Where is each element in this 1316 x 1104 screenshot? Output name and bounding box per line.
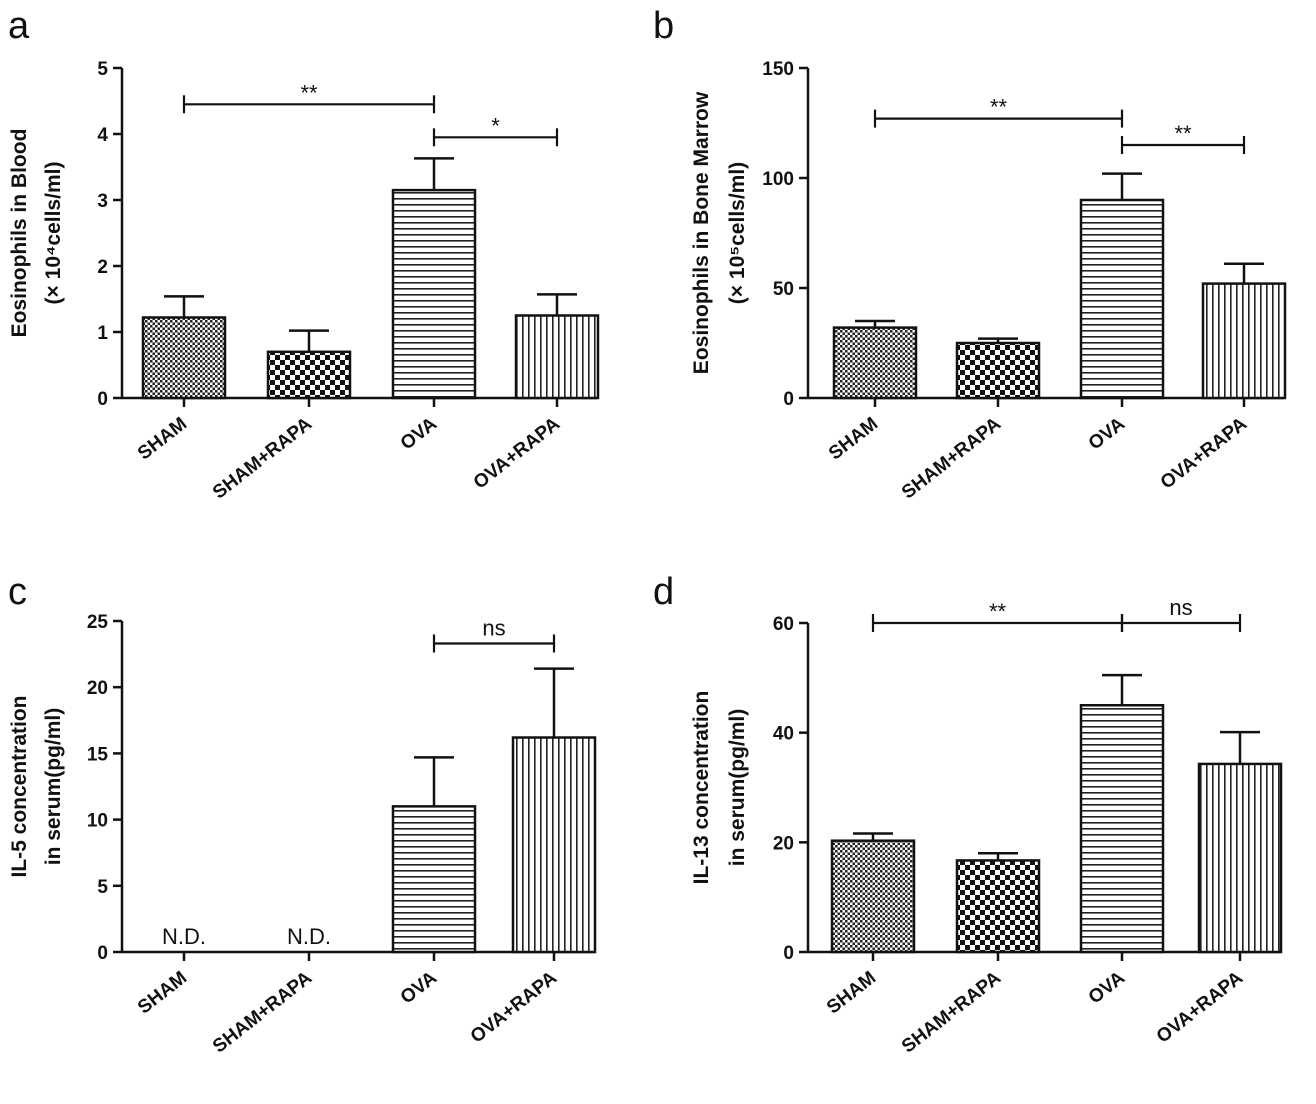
y-axis-label: (× 10⁵cells/ml) <box>726 162 749 304</box>
panel-d: d 0 20 40 60 IL-13 concentration in serum(pg/m… <box>653 571 1283 1057</box>
significance-label: ** <box>300 80 318 105</box>
y-tick-label: 4 <box>97 125 108 146</box>
bar <box>141 316 227 400</box>
y-tick-label: 40 <box>773 724 794 745</box>
bar <box>1197 762 1283 954</box>
y-tick-label: 5 <box>97 877 108 898</box>
x-tick-label: OVA+RAPA <box>1157 413 1252 493</box>
nd-label: N.D. <box>162 924 206 949</box>
y-axis-label: IL-5 concentration <box>8 695 31 877</box>
y-tick-label: 25 <box>87 612 109 633</box>
significance-label: ** <box>989 599 1007 624</box>
significance-label: ns <box>482 616 505 641</box>
bar <box>266 350 352 400</box>
bar <box>830 839 916 954</box>
x-tick-label: SHAM+RAPA <box>898 967 1005 1057</box>
x-tick-label: OVA <box>1085 967 1129 1008</box>
panel-letter: c <box>8 571 27 613</box>
y-tick-label: 20 <box>87 678 108 699</box>
panel-a: a 0 1 2 3 4 5 Eosinophils in Blood (× 10⁴cells/m… <box>8 5 600 503</box>
x-tick-label: OVA <box>397 413 441 454</box>
y-axis-label: (× 10⁴cells/ml) <box>42 162 65 305</box>
x-tick-label: SHAM <box>134 413 191 464</box>
y-tick-label: 20 <box>773 833 794 854</box>
y-tick-label: 1 <box>97 323 108 344</box>
panel-letter: d <box>653 571 674 613</box>
y-tick-label: 0 <box>97 389 108 410</box>
y-tick-label: 60 <box>773 614 794 635</box>
panel-letter: b <box>653 5 674 47</box>
bar <box>1201 282 1287 400</box>
y-tick-label: 100 <box>762 169 794 190</box>
y-tick-label: 10 <box>87 811 108 832</box>
bar <box>1079 704 1165 954</box>
y-tick-label: 15 <box>87 744 109 765</box>
bar <box>832 326 918 400</box>
panel-letter: a <box>8 5 30 47</box>
y-tick-label: 50 <box>773 279 794 300</box>
bar <box>955 859 1041 954</box>
x-tick-label: SHAM <box>825 413 882 464</box>
bar <box>511 736 597 954</box>
bar <box>391 188 477 400</box>
x-tick-label: SHAM <box>134 967 191 1018</box>
y-tick-label: 0 <box>783 389 794 410</box>
bar <box>955 341 1041 400</box>
x-tick-label: SHAM+RAPA <box>209 967 316 1057</box>
x-tick-label: OVA <box>1085 413 1129 454</box>
bar <box>514 314 600 400</box>
x-tick-label: SHAM <box>823 967 880 1018</box>
x-tick-label: SHAM+RAPA <box>209 413 316 503</box>
y-tick-label: 3 <box>97 191 108 212</box>
bar <box>391 805 477 954</box>
x-tick-label: OVA <box>397 967 441 1008</box>
y-axis-label: in serum(pg/ml) <box>726 709 749 867</box>
bar <box>1079 198 1165 400</box>
significance-label: ** <box>990 95 1008 120</box>
y-tick-label: 5 <box>97 59 108 80</box>
y-tick-label: 0 <box>97 943 108 964</box>
x-tick-label: OVA+RAPA <box>467 967 562 1047</box>
x-tick-label: SHAM+RAPA <box>898 413 1005 503</box>
y-tick-label: 2 <box>97 257 108 278</box>
y-axis-label: Eosinophils in Blood <box>8 129 31 338</box>
significance-label: ns <box>1169 595 1192 620</box>
y-axis-label: in serum(pg/ml) <box>42 708 65 866</box>
y-tick-label: 0 <box>783 943 794 964</box>
significance-label: * <box>491 113 500 138</box>
panel-c: c 0 5 10 15 20 25 IL-5 concentration in serum(pg… <box>8 571 597 1057</box>
x-tick-label: OVA+RAPA <box>470 413 565 493</box>
significance-label: ** <box>1174 121 1192 146</box>
y-axis-label: Eosinophils in Bone Marrow <box>690 91 713 374</box>
y-axis-label: IL-13 concentration <box>690 691 713 885</box>
panel-b: b 0 50 100 150 Eosinophils in Bone Marrow (× 1… <box>653 5 1287 503</box>
x-tick-label: OVA+RAPA <box>1153 967 1248 1047</box>
y-tick-label: 150 <box>762 59 794 80</box>
nd-label: N.D. <box>287 924 331 949</box>
